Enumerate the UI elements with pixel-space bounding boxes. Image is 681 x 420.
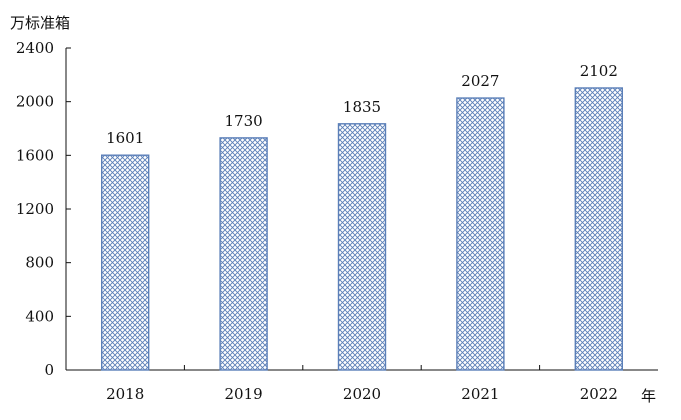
data-label-2019: 1730 [225, 112, 263, 130]
x-tick-label-2020: 2020 [343, 385, 381, 403]
x-tick-label-2021: 2021 [461, 385, 499, 403]
y-tick-label: 400 [25, 307, 54, 325]
x-axis-title: 年 [641, 387, 656, 405]
bar-2019 [219, 137, 268, 371]
y-tick-label: 800 [25, 254, 54, 272]
y-tick-label: 2000 [16, 93, 54, 111]
y-tick-label: 2400 [16, 39, 54, 57]
bar-2022 [574, 87, 623, 371]
y-ticks: 0 400 800 1200 1600 2000 2400 [16, 39, 71, 379]
x-labels: 2018 2019 2020 2021 2022 [106, 385, 618, 403]
y-axis-title: 万标准箱 [10, 14, 70, 32]
data-label-2022: 2102 [580, 62, 618, 80]
x-ticks [183, 365, 541, 370]
bar-2018 [100, 154, 150, 371]
data-labels: 1601 1730 1835 2027 2102 [106, 62, 618, 147]
y-tick-label: 1600 [16, 146, 54, 164]
data-label-2020: 1835 [343, 98, 381, 116]
x-tick-label-2018: 2018 [106, 385, 144, 403]
data-label-2021: 2027 [461, 72, 499, 90]
x-tick-label-2019: 2019 [225, 385, 263, 403]
y-tick-label: 1200 [16, 200, 54, 218]
y-tick-label: 0 [44, 361, 54, 379]
bar-2020 [337, 123, 387, 371]
bars [100, 87, 623, 371]
bar-2021 [456, 97, 505, 371]
data-label-2018: 1601 [106, 129, 144, 147]
x-tick-label-2022: 2022 [580, 385, 618, 403]
